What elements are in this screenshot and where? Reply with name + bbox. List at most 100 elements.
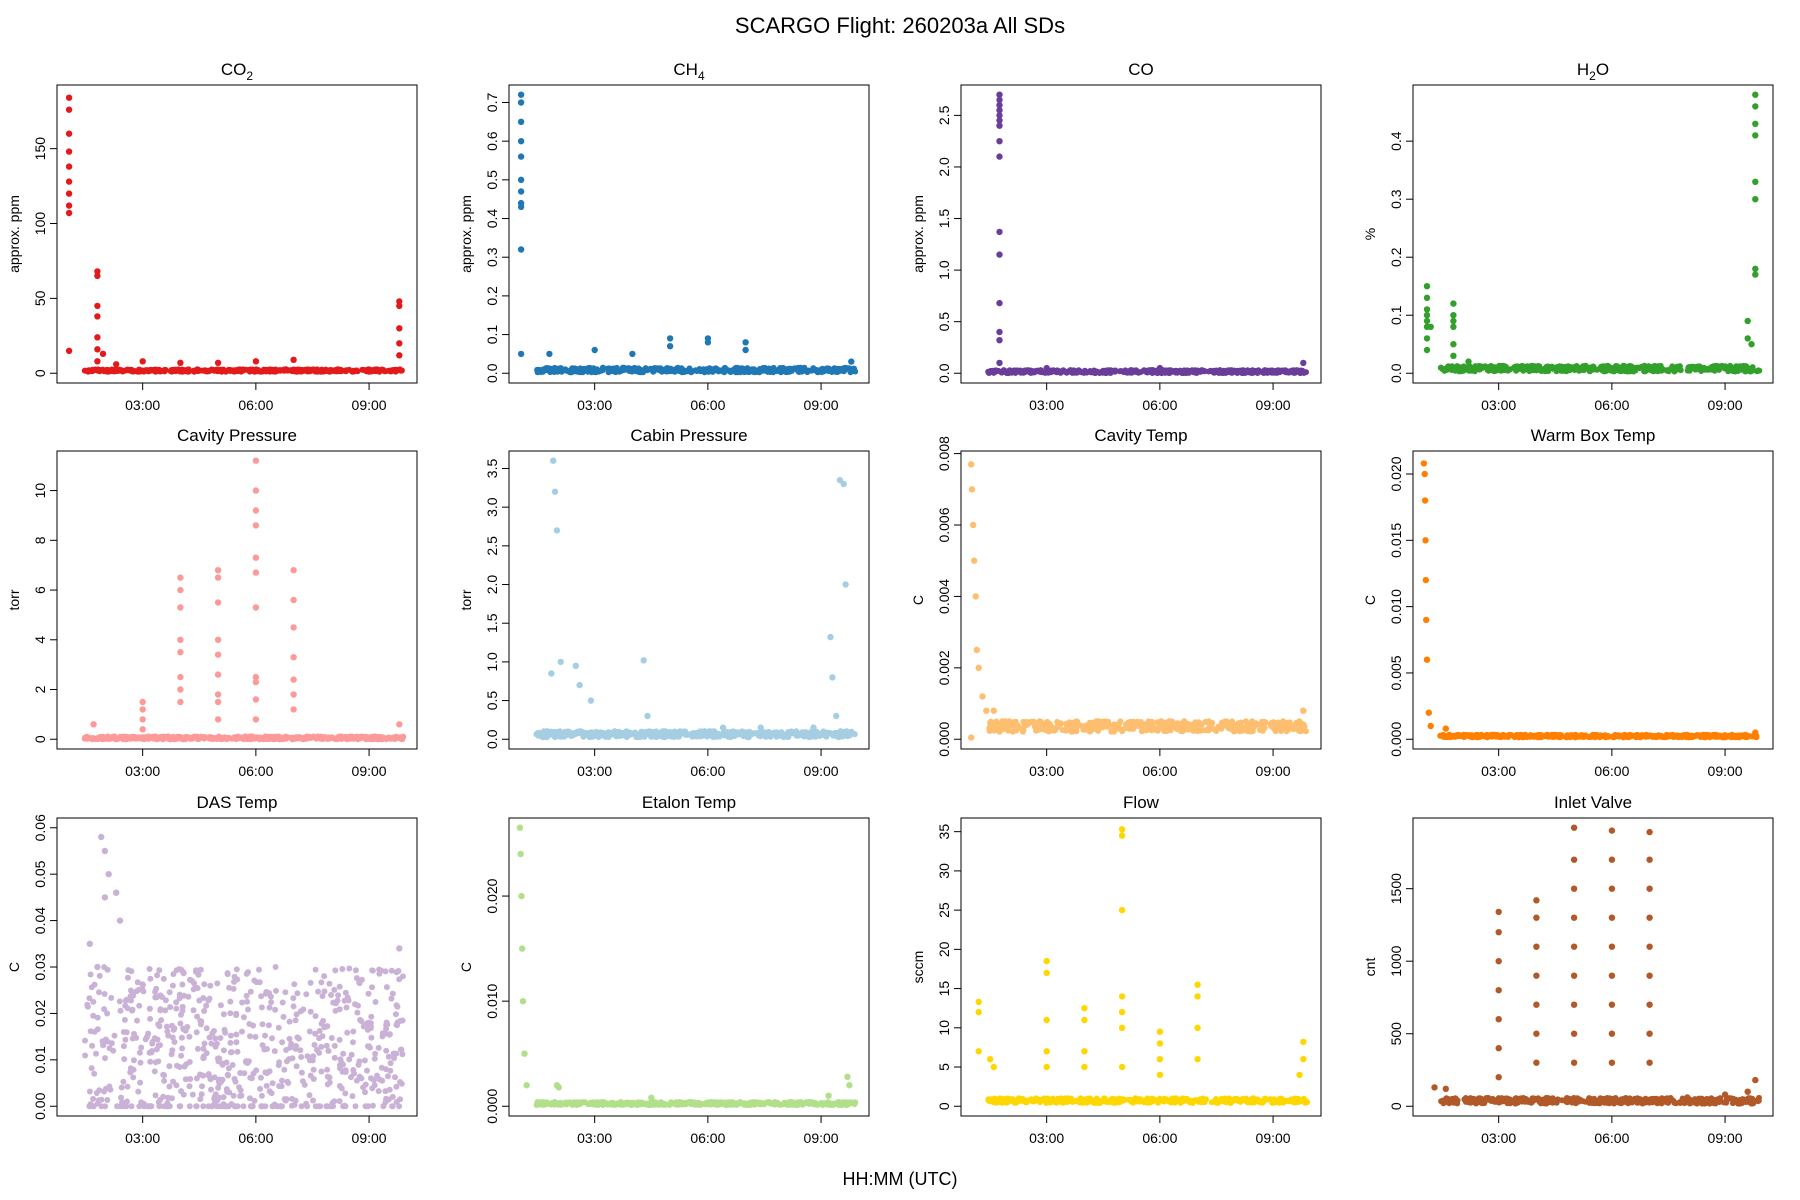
data-point: [1136, 720, 1143, 727]
y-tick-label: 0.5: [484, 170, 500, 190]
data-point: [166, 989, 173, 996]
data-point: [284, 367, 291, 374]
y-axis-label: approx. ppm: [458, 195, 474, 273]
data-point: [227, 1032, 234, 1039]
data-point: [147, 975, 154, 982]
data-point: [140, 982, 146, 988]
data-point: [186, 1033, 193, 1040]
data-point: [793, 732, 800, 739]
data-point: [644, 712, 651, 720]
data-point: [582, 367, 589, 374]
data-point: [358, 976, 365, 983]
data-point: [160, 1071, 167, 1078]
data-point: [221, 1026, 228, 1033]
data-point: [262, 367, 269, 373]
data-point: [1752, 196, 1759, 203]
data-point: [1450, 317, 1457, 325]
data-point: [1520, 367, 1527, 374]
data-point: [751, 366, 757, 373]
data-point: [1043, 364, 1050, 372]
data-point: [1051, 727, 1058, 734]
data-point: [551, 731, 558, 738]
data-point: [708, 367, 715, 374]
data-point: [332, 736, 338, 742]
data-point: [187, 976, 193, 983]
data-point: [731, 733, 738, 739]
data-point: [517, 188, 525, 195]
data-point: [1262, 367, 1269, 374]
y-axis-label: C: [6, 962, 22, 972]
data-point: [190, 986, 197, 993]
data-point: [534, 369, 541, 376]
data-point: [155, 1058, 162, 1065]
data-point: [259, 1103, 265, 1110]
data-point: [273, 733, 280, 740]
data-point: [65, 202, 73, 209]
data-point: [252, 569, 260, 576]
y-tick-label: 100: [32, 212, 48, 236]
data-point: [1557, 734, 1564, 741]
x-tick-label: 06:00: [1142, 763, 1177, 779]
data-point: [1423, 317, 1431, 325]
data-point: [825, 1092, 832, 1099]
data-point: [179, 1007, 186, 1014]
data-point: [252, 716, 260, 723]
data-point: [1229, 718, 1236, 725]
data-point: [692, 1100, 698, 1107]
data-point: [307, 979, 314, 986]
x-tick-label: 06:00: [1594, 763, 1629, 779]
x-tick-label: 06:00: [690, 1130, 725, 1146]
data-point: [227, 1049, 234, 1056]
data-point: [105, 871, 112, 878]
data-point: [1686, 365, 1693, 372]
data-point: [712, 1101, 718, 1108]
data-point: [279, 999, 286, 1006]
data-point: [164, 1028, 171, 1035]
data-point: [258, 1004, 265, 1011]
data-point: [237, 1093, 244, 1099]
data-point: [1216, 368, 1223, 375]
data-point: [1736, 734, 1743, 740]
data-point: [262, 1032, 268, 1039]
figure-x-axis-label: HH:MM (UTC): [843, 1169, 958, 1189]
data-point: [101, 1006, 108, 1013]
data-point: [840, 480, 847, 488]
data-point: [1536, 363, 1543, 370]
data-point: [178, 1034, 185, 1041]
data-point: [1190, 368, 1197, 375]
data-point: [1708, 366, 1715, 373]
data-point: [756, 731, 763, 737]
data-point: [120, 736, 127, 742]
data-point: [1423, 656, 1431, 663]
data-point: [217, 1002, 224, 1009]
y-tick-label: 2.0: [936, 157, 952, 177]
data-point: [576, 681, 583, 689]
data-point: [983, 707, 990, 714]
y-tick-label: 0.006: [936, 507, 952, 542]
data-point: [281, 1096, 288, 1103]
y-tick-label: 0.03: [32, 953, 48, 980]
y-tick-label: 3.0: [484, 497, 500, 517]
data-point: [180, 1091, 187, 1098]
data-point: [201, 981, 208, 988]
x-tick-label: 09:00: [1708, 763, 1743, 779]
x-tick-label: 09:00: [804, 763, 839, 779]
plot-frame: [1412, 450, 1774, 750]
data-point: [637, 1101, 644, 1108]
data-point: [298, 1069, 305, 1076]
data-point: [846, 1082, 853, 1089]
data-point: [396, 976, 403, 983]
y-tick-label: 0.0: [936, 363, 952, 383]
data-point: [318, 979, 325, 986]
data-point: [1527, 733, 1534, 740]
data-point: [389, 990, 396, 997]
data-point: [1095, 369, 1102, 376]
data-point: [212, 1035, 219, 1042]
data-point: [372, 999, 379, 1005]
data-point: [1717, 733, 1724, 740]
data-point: [726, 731, 733, 737]
data-point: [289, 736, 296, 743]
data-point: [234, 1048, 241, 1055]
x-tick-label: 03:00: [125, 1130, 160, 1146]
